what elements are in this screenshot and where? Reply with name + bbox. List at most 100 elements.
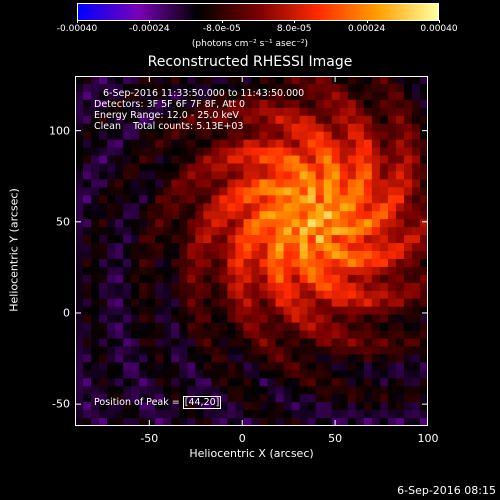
image-pixel: [115, 139, 124, 148]
image-pixel: [115, 322, 124, 331]
image-pixel: [107, 354, 116, 363]
image-pixel: [171, 171, 180, 180]
image-pixel: [259, 354, 268, 363]
image-pixel: [267, 76, 276, 85]
image-pixel: [331, 211, 341, 220]
image-pixel: [355, 115, 365, 125]
image-pixel: [219, 362, 228, 371]
image-pixel: [235, 76, 244, 85]
image-pixel: [155, 163, 164, 172]
image-pixel: [107, 418, 116, 426]
image-pixel: [299, 235, 308, 244]
image-pixel: [203, 418, 212, 426]
image-pixel: [179, 378, 188, 387]
image-pixel: [187, 219, 196, 228]
image-pixel: [403, 219, 413, 228]
image-pixel: [131, 298, 140, 307]
image-pixel: [115, 418, 124, 426]
image-pixel: [147, 266, 156, 276]
image-pixel: [211, 322, 220, 331]
image-pixel: [307, 330, 316, 339]
image-pixel: [307, 306, 316, 315]
image-pixel: [347, 139, 357, 148]
image-pixel: [195, 258, 204, 268]
image-pixel: [179, 139, 188, 148]
image-pixel: [283, 115, 292, 125]
image-pixel: [75, 227, 84, 236]
y-axis-label: Heliocentric Y (arcsec): [7, 188, 21, 312]
image-pixel: [179, 187, 188, 196]
image-pixel: [123, 187, 132, 196]
image-pixel: [91, 91, 100, 101]
image-pixel: [387, 362, 397, 371]
image-pixel: [171, 76, 180, 85]
image-pixel: [419, 243, 428, 252]
image-pixel: [291, 139, 300, 148]
x-tick-label: 50: [328, 432, 343, 445]
image-pixel: [347, 163, 357, 172]
image-pixel: [147, 322, 156, 331]
image-pixel: [259, 266, 268, 276]
image-pixel: [171, 314, 180, 323]
image-pixel: [267, 251, 276, 260]
image-pixel: [147, 362, 156, 371]
image-pixel: [163, 402, 172, 411]
annotation-detectors: Detectors: 3F 5F 6F 7F 8F, Att 0: [94, 99, 246, 110]
image-pixel: [155, 219, 164, 228]
image-pixel: [379, 99, 389, 109]
image-pixel: [299, 91, 308, 101]
image-pixel: [419, 298, 428, 307]
image-pixel: [83, 282, 92, 292]
image-pixel: [107, 115, 116, 125]
image-pixel: [131, 402, 140, 411]
image-pixel: [195, 163, 204, 172]
image-pixel: [411, 211, 421, 220]
image-pixel: [203, 139, 212, 148]
image-pixel: [187, 322, 196, 331]
image-pixel: [355, 378, 365, 387]
image-pixel: [379, 282, 389, 292]
image-pixel: [299, 187, 308, 196]
image-pixel: [235, 171, 244, 180]
image-pixel: [411, 394, 421, 403]
image-pixel: [419, 362, 428, 371]
image-pixel: [171, 251, 180, 260]
image-pixel: [411, 338, 421, 347]
image-pixel: [91, 402, 100, 411]
image-pixel: [379, 171, 389, 180]
image-pixel: [131, 258, 140, 268]
image-pixel: [395, 298, 405, 307]
image-pixel: [235, 418, 244, 426]
image-pixel: [267, 235, 276, 244]
image-pixel: [187, 330, 196, 339]
image-pixel: [363, 115, 373, 125]
image-pixel: [155, 227, 164, 236]
image-pixel: [243, 282, 252, 292]
image-pixel: [147, 386, 156, 395]
image-pixel: [235, 163, 244, 172]
image-pixel: [227, 235, 236, 244]
image-pixel: [219, 266, 228, 276]
image-pixel: [147, 298, 156, 307]
image-pixel: [387, 235, 397, 244]
image-pixel: [219, 187, 228, 196]
image-pixel: [195, 410, 204, 419]
image-pixel: [147, 354, 156, 363]
image-pixel: [235, 99, 244, 109]
image-pixel: [235, 402, 244, 411]
image-pixel: [267, 195, 276, 204]
image-pixel: [419, 330, 428, 339]
image-pixel: [419, 76, 428, 85]
image-pixel: [211, 354, 220, 363]
image-pixel: [307, 394, 316, 403]
image-pixel: [203, 163, 212, 172]
image-pixel: [99, 298, 108, 307]
image-pixel: [283, 203, 292, 212]
image-pixel: [331, 91, 341, 101]
image-pixel: [131, 155, 140, 164]
image-pixel: [171, 203, 180, 212]
image-pixel: [139, 338, 148, 347]
image-pixel: [123, 203, 132, 212]
image-pixel: [107, 91, 116, 101]
image-pixel: [235, 282, 244, 292]
